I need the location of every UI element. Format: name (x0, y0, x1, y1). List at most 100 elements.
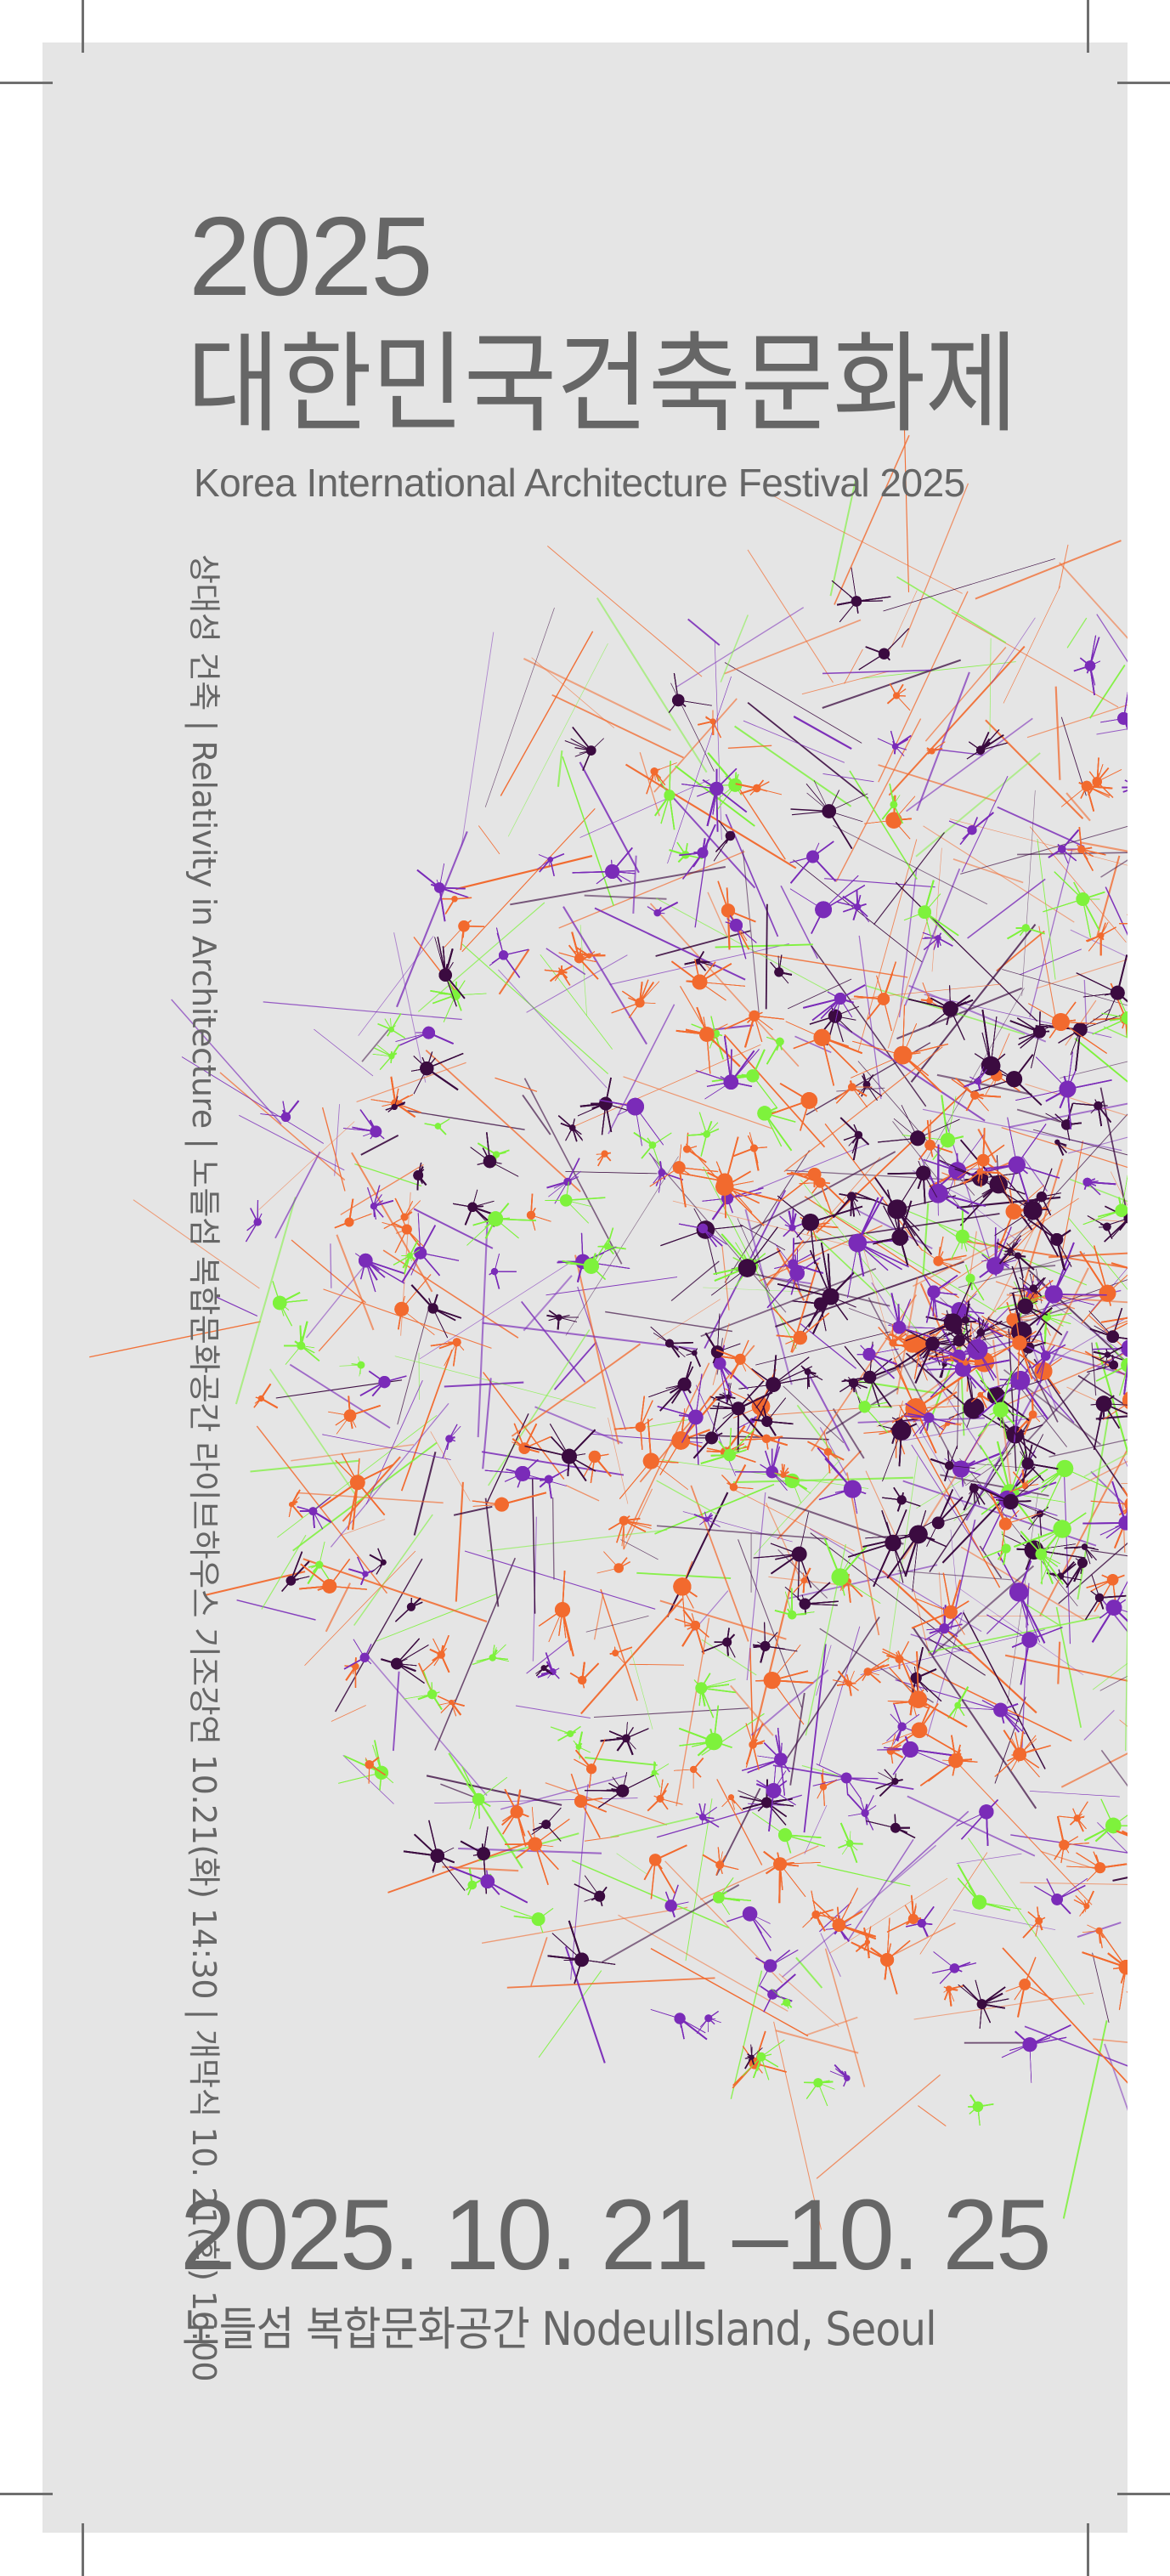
art-strand (487, 1529, 668, 1552)
art-burst (755, 1645, 814, 1725)
art-burst (848, 1509, 938, 1588)
art-strand (353, 1514, 433, 1627)
art-strand (772, 495, 963, 594)
art-strand (565, 1156, 679, 1336)
art-burst (583, 1450, 612, 1483)
art-strand (579, 779, 710, 838)
art-strand (302, 1558, 488, 1622)
art-burst (812, 1764, 879, 1799)
art-burst (823, 1537, 881, 1604)
art-strand (901, 483, 969, 648)
art-strand (396, 831, 468, 1008)
art-burst (253, 1383, 279, 1409)
art-strand (453, 1505, 493, 1516)
crop-mark-top-left-v (82, 0, 84, 53)
art-strand (714, 640, 722, 841)
art-strand (850, 1206, 933, 1249)
art-strand (1133, 1020, 1170, 1090)
art-burst (484, 1458, 567, 1488)
art-burst (1092, 995, 1128, 1038)
art-strand (1060, 716, 1087, 796)
art-strand (339, 1519, 386, 1537)
art-strand (1095, 1342, 1128, 1455)
art-burst (725, 914, 757, 960)
art-strand (593, 1707, 749, 1718)
art-burst (800, 1365, 823, 1390)
art-strand (1010, 1158, 1064, 1328)
art-strand (426, 1775, 562, 1806)
art-strand (407, 1110, 525, 1130)
art-burst (812, 1888, 877, 1940)
art-burst (444, 920, 485, 950)
art-burst (1054, 1815, 1090, 1864)
art-strand (749, 1648, 754, 1744)
art-strand (936, 1073, 1032, 1096)
art-strand (845, 1472, 880, 1636)
art-burst (887, 1160, 938, 1204)
art-strand (810, 1532, 964, 1651)
art-strand (620, 1539, 658, 1560)
art-burst (526, 1193, 551, 1231)
art-burst (1066, 1851, 1128, 1882)
art-strand (1156, 1290, 1170, 1391)
art-strand (477, 1222, 489, 1438)
art-strand (835, 718, 922, 882)
art-strand (881, 1570, 1037, 1714)
art-burst (911, 1572, 969, 1635)
art-strand (553, 1341, 597, 1390)
poster-background (42, 42, 1128, 2533)
art-strand (235, 1197, 297, 1405)
art-burst (1067, 827, 1106, 871)
art-strand (742, 849, 760, 1014)
art-strand (400, 1349, 453, 1492)
art-burst (649, 1144, 719, 1208)
art-strand (953, 1489, 989, 1521)
art-strand (885, 590, 918, 658)
art-burst (1082, 1480, 1128, 1539)
art-strand (654, 1483, 775, 1535)
art-burst (1084, 1574, 1127, 1621)
art-burst (1083, 1798, 1128, 1843)
art-strand (1099, 1675, 1128, 1691)
art-burst (766, 1083, 818, 1131)
art-burst (650, 1153, 684, 1193)
art-strand (919, 1852, 988, 1955)
art-strand (574, 1254, 619, 1445)
art-burst (856, 1344, 899, 1379)
art-burst (668, 673, 712, 713)
art-strand (806, 2016, 858, 2036)
art-burst (957, 1864, 1021, 1911)
art-strand (216, 1296, 258, 1317)
art-strand (551, 694, 684, 759)
art-burst (608, 1515, 652, 1550)
art-strand (650, 1947, 809, 2037)
art-strand (800, 1179, 931, 1348)
art-strand (753, 952, 908, 978)
art-strand (788, 1564, 938, 1599)
art-burst (770, 954, 793, 984)
art-burst (434, 937, 466, 1007)
art-burst (888, 1293, 935, 1338)
art-burst (1082, 1177, 1116, 1196)
art-burst (851, 1917, 911, 1995)
art-strand (690, 1485, 749, 1642)
art-burst (994, 1730, 1051, 1778)
art-burst (1083, 757, 1122, 798)
art-strand (545, 1277, 678, 1296)
art-burst (923, 1274, 958, 1323)
art-burst (700, 1428, 756, 1464)
art-burst (355, 1253, 405, 1293)
art-strand (1158, 1180, 1170, 1233)
art-strand (636, 1571, 732, 1580)
art-strand (904, 868, 961, 1006)
art-strand (596, 597, 708, 773)
art-burst (421, 1634, 450, 1673)
art-burst (288, 1489, 303, 1518)
art-burst (790, 780, 868, 850)
art-burst (780, 1168, 846, 1205)
art-strand (219, 1072, 346, 1181)
art-burst (619, 1418, 688, 1499)
art-burst (673, 1560, 698, 1628)
art-burst (986, 1614, 1063, 1685)
art-burst (449, 1865, 528, 1904)
